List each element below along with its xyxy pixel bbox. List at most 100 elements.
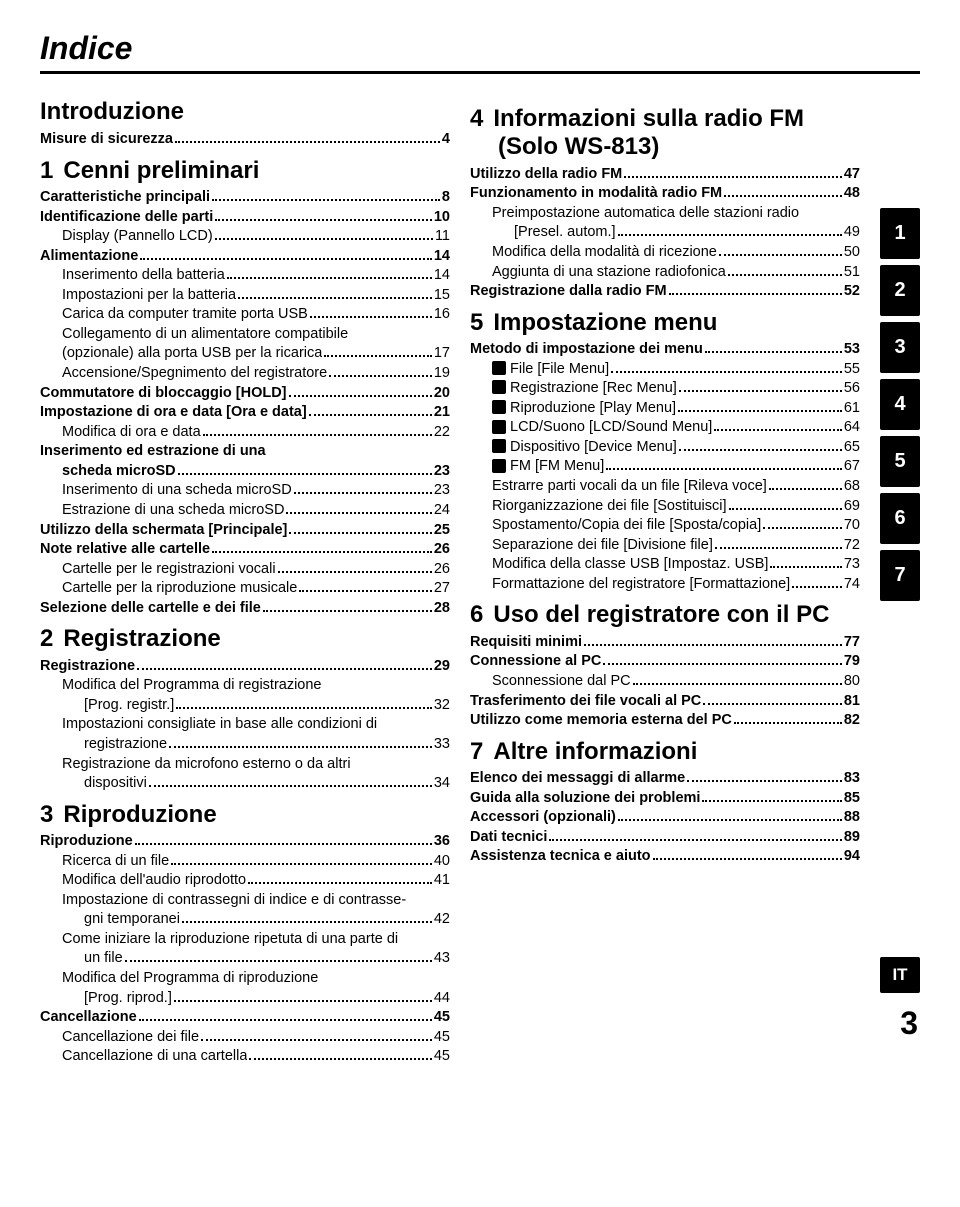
- toc-label: Spostamento/Copia dei file [Sposta/copia…: [492, 516, 761, 536]
- toc-label-line1: Impostazione di contrassegni di indice e…: [40, 891, 450, 911]
- section-title-text: Uso del registratore con il PC: [493, 602, 829, 628]
- toc-page: 26: [434, 560, 450, 580]
- toc-label: Trasferimento dei file vocali al PC: [470, 692, 701, 712]
- toc-entry: Guida alla soluzione dei problemi 85: [470, 789, 860, 809]
- toc-entry: Carica da computer tramite porta USB 16: [40, 305, 450, 325]
- toc-entry: Dati tecnici 89: [470, 828, 860, 848]
- toc-page: 17: [434, 344, 450, 364]
- toc-dots: [618, 234, 842, 236]
- toc-dots: [212, 551, 432, 553]
- toc-entry: Cancellazione 45: [40, 1008, 450, 1028]
- toc-entry: Estrazione di una scheda microSD 24: [40, 501, 450, 521]
- toc-dots: [137, 668, 432, 670]
- toc-page: 88: [844, 808, 860, 828]
- toc-page: 67: [844, 457, 860, 477]
- toc-label: Modifica dell'audio riprodotto: [62, 871, 246, 891]
- section-header: 6 Uso del registratore con il PC: [470, 602, 860, 628]
- toc-label: Selezione delle cartelle e dei file: [40, 599, 261, 619]
- toc-entry: Accensione/Spegnimento del registratore …: [40, 364, 450, 384]
- chapter-tab-3[interactable]: 3: [880, 322, 920, 373]
- toc-entry: Separazione dei file [Divisione file] 72: [470, 536, 860, 556]
- toc-dots: [215, 219, 432, 221]
- toc-label: Display (Pannello LCD): [62, 227, 213, 247]
- toc-dots: [715, 547, 842, 549]
- toc-dots: [633, 683, 842, 685]
- toc-dots: [182, 921, 432, 923]
- toc-dots: [289, 395, 432, 397]
- toc-dots: [175, 141, 440, 143]
- toc-entry: Modifica di ora e data 22: [40, 423, 450, 443]
- toc-entry: Caratteristiche principali 8: [40, 188, 450, 208]
- toc-label: Utilizzo della radio FM: [470, 165, 622, 185]
- toc-page: 65: [844, 438, 860, 458]
- toc-dots: [606, 468, 842, 470]
- language-tab[interactable]: IT: [880, 957, 920, 993]
- toc-dots: [611, 371, 842, 373]
- toc-label: Impostazioni per la batteria: [62, 286, 236, 306]
- toc-entry: Riproduzione 36: [40, 832, 450, 852]
- toc-entry: Registrazione [Rec Menu] 56: [470, 379, 860, 399]
- toc-dots: [324, 355, 432, 357]
- chapter-tab-4[interactable]: 4: [880, 379, 920, 430]
- toc-label: Riproduzione [Play Menu]: [492, 399, 676, 419]
- toc-dots: [734, 722, 842, 724]
- toc-entry: Commutatore di bloccaggio [HOLD] 20: [40, 384, 450, 404]
- chapter-tab-6[interactable]: 6: [880, 493, 920, 544]
- toc-dots: [770, 566, 841, 568]
- section-number: 6: [470, 602, 483, 628]
- toc-page: 55: [844, 360, 860, 380]
- toc-dots: [769, 488, 842, 490]
- toc-entry: Utilizzo della schermata [Principale] 25: [40, 521, 450, 541]
- toc-entry: Come iniziare la riproduzione ripetuta d…: [40, 930, 450, 969]
- toc-page: 61: [844, 399, 860, 419]
- chapter-tab-5[interactable]: 5: [880, 436, 920, 487]
- toc-page: 27: [434, 579, 450, 599]
- toc-page: 69: [844, 497, 860, 517]
- toc-page: 74: [844, 575, 860, 595]
- toc-label: Elenco dei messaggi di allarme: [470, 769, 685, 789]
- toc-page: 22: [434, 423, 450, 443]
- toc-entry: Identificazione delle parti 10: [40, 208, 450, 228]
- toc-dots: [176, 707, 432, 709]
- chapter-tab-7[interactable]: 7: [880, 550, 920, 601]
- toc-label: Ricerca di un file: [62, 852, 169, 872]
- toc-label-line1: Come iniziare la riproduzione ripetuta d…: [40, 930, 450, 950]
- section-header: 7 Altre informazioni: [470, 739, 860, 765]
- toc-label: Connessione al PC: [470, 652, 601, 672]
- toc-dots: [263, 610, 432, 612]
- toc-label: Metodo di impostazione dei menu: [470, 340, 703, 360]
- toc-page: 52: [844, 282, 860, 302]
- toc-dots: [178, 473, 432, 475]
- toc-label: Registrazione dalla radio FM: [470, 282, 667, 302]
- toc-page: 68: [844, 477, 860, 497]
- toc-dots: [248, 882, 432, 884]
- toc-label: File [File Menu]: [492, 360, 609, 380]
- toc-entry: Cartelle per le registrazioni vocali 26: [40, 560, 450, 580]
- toc-dots: [618, 819, 842, 821]
- toc-dots: [278, 571, 432, 573]
- toc-label: Formattazione del registratore [Formatta…: [492, 575, 790, 595]
- toc-entry: Impostazione di contrassegni di indice e…: [40, 891, 450, 930]
- toc-entry: Spostamento/Copia dei file [Sposta/copia…: [470, 516, 860, 536]
- toc-entry: Alimentazione 14: [40, 247, 450, 267]
- toc-page: 89: [844, 828, 860, 848]
- toc-label: Estrazione di una scheda microSD: [62, 501, 284, 521]
- toc-dots: [329, 375, 432, 377]
- toc-entry: Requisiti minimi 77: [470, 633, 860, 653]
- toc-dots: [584, 644, 842, 646]
- intro-header: Introduzione: [40, 98, 450, 126]
- chapter-tab-1[interactable]: 1: [880, 208, 920, 259]
- toc-label: Registrazione [Rec Menu]: [492, 379, 677, 399]
- toc-entry: Ricerca di un file 40: [40, 852, 450, 872]
- toc-label-line1: Preimpostazione automatica delle stazion…: [470, 204, 860, 224]
- toc-dots: [238, 297, 432, 299]
- chapter-tab-2[interactable]: 2: [880, 265, 920, 316]
- menu-icon: [492, 459, 506, 473]
- section-number: 3: [40, 802, 53, 828]
- toc-page: 34: [434, 774, 450, 794]
- toc-entry: Sconnessione dal PC 80: [470, 672, 860, 692]
- toc-page: 36: [434, 832, 450, 852]
- toc-dots: [249, 1058, 431, 1060]
- section-header: 2 Registrazione: [40, 626, 450, 652]
- toc-label: Modifica di ora e data: [62, 423, 201, 443]
